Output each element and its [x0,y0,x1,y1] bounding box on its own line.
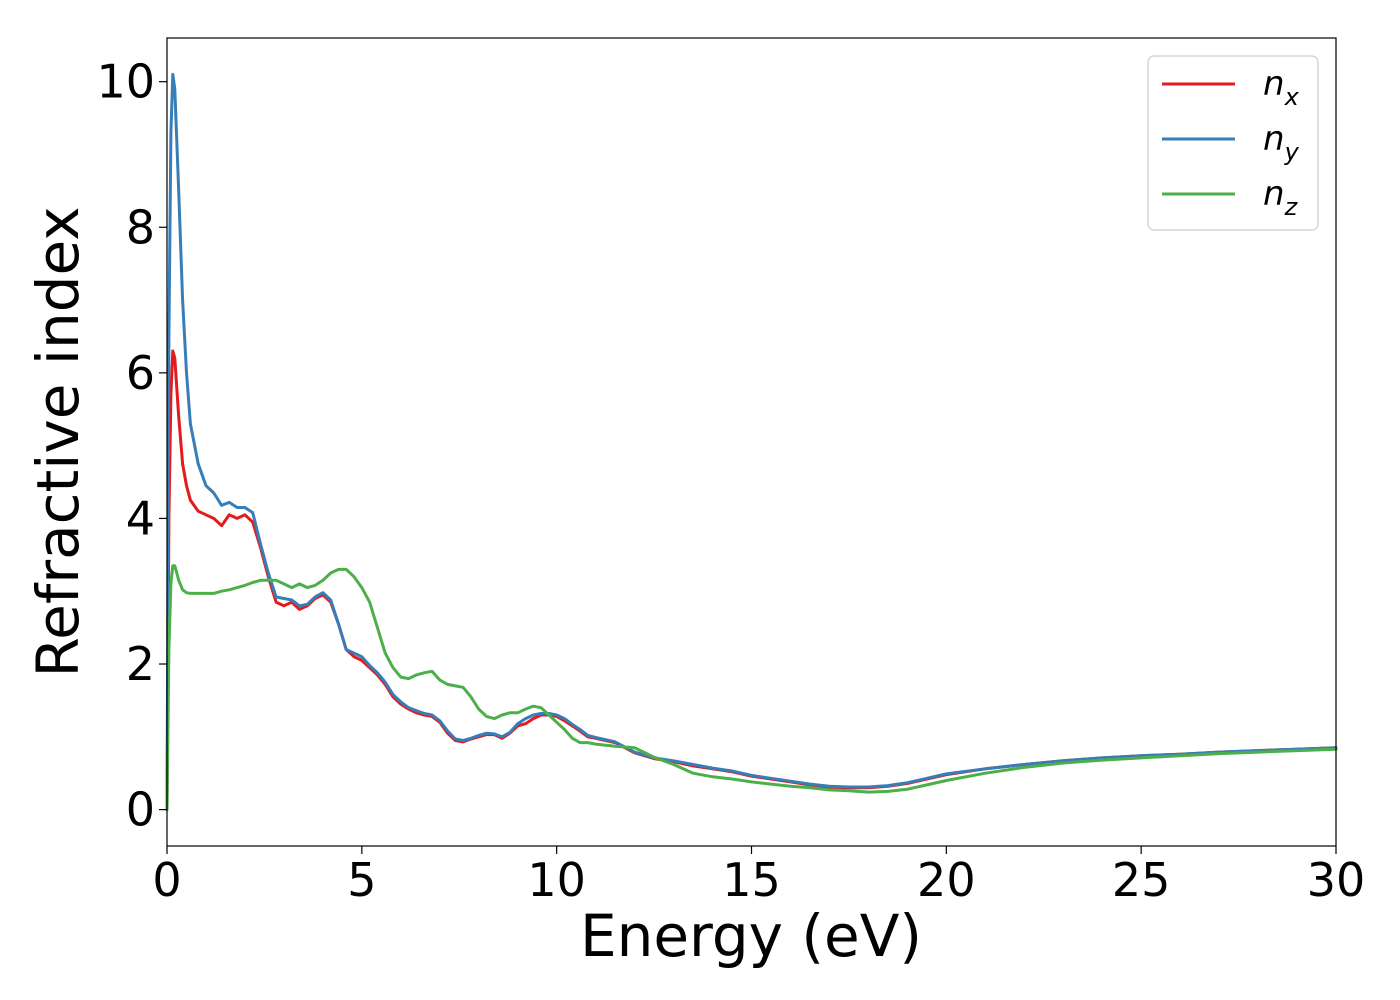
x-tick-label: 25 [1112,853,1171,907]
series-layer [165,72,1338,812]
legend-label-ny: ny [1263,119,1300,166]
legend-box [1147,55,1319,231]
legend: nx ny nz [1147,55,1319,231]
y-tick-label: 0 [126,783,155,837]
x-axis-label: Energy (eV) [580,902,922,970]
x-ticks: 0 5 10 15 20 25 30 [152,846,1365,907]
y-tick-label: 4 [126,491,155,545]
y-tick-label: 2 [126,637,155,691]
y-axis-label: Refractive index [24,206,92,677]
x-tick-label: 0 [152,853,181,907]
plot-area [167,38,1336,846]
x-tick-label: 15 [722,853,781,907]
series-line-nz [165,564,1338,812]
x-tick-label: 30 [1307,853,1366,907]
y-tick-label: 10 [96,55,155,109]
x-tick-label: 10 [527,853,586,907]
x-tick-label: 5 [347,853,376,907]
y-tick-label: 8 [126,200,155,254]
series-line-ny [165,72,1338,812]
legend-label-nz: nz [1263,174,1299,221]
legend-label-nx: nx [1263,64,1300,111]
y-ticks: 0 2 4 6 8 10 [96,55,167,837]
x-tick-label: 20 [917,853,976,907]
y-tick-label: 6 [126,346,155,400]
